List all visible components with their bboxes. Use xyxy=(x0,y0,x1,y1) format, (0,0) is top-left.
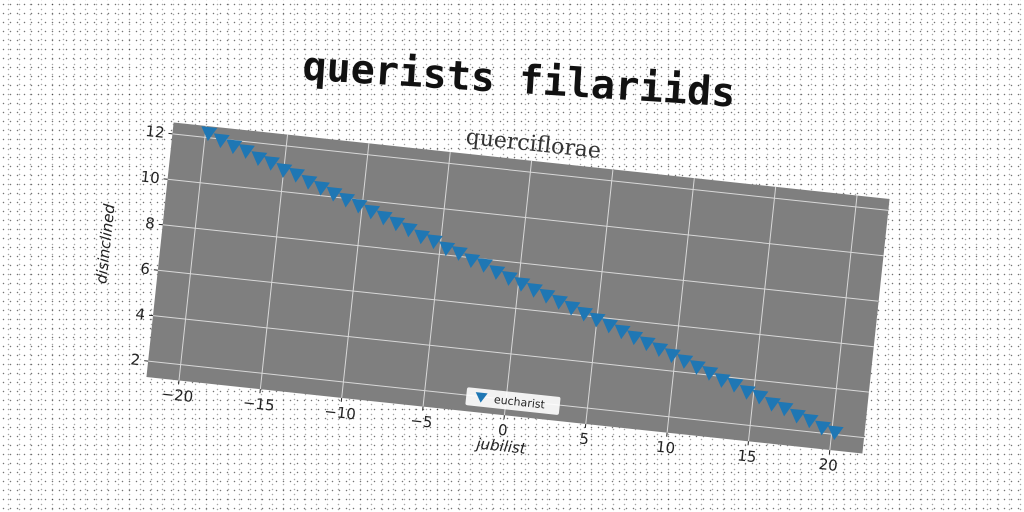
data-point-marker xyxy=(677,354,694,369)
data-point-marker xyxy=(777,401,794,417)
y-tick-label: 2 xyxy=(130,350,141,369)
x-tick-label: 10 xyxy=(655,438,676,458)
data-point-marker xyxy=(689,360,706,375)
data-point-marker xyxy=(815,420,831,436)
x-axis-label: jubilist xyxy=(474,434,528,457)
data-point-marker xyxy=(414,229,431,245)
data-point-marker xyxy=(314,180,330,196)
y-tick-label: 6 xyxy=(139,259,150,278)
x-axis-ticks: −20 −15 −10 −5 0 5 10 15 20 xyxy=(161,380,839,475)
data-point-marker xyxy=(289,167,306,183)
x-grid-line xyxy=(829,195,858,451)
legend-marker-icon xyxy=(475,392,488,403)
data-point-marker xyxy=(802,413,819,429)
data-point-marker xyxy=(476,258,493,273)
data-point-marker xyxy=(389,216,406,232)
data-point-marker xyxy=(539,288,556,304)
x-grid-line xyxy=(747,186,777,442)
x-tick-label: −20 xyxy=(161,385,194,406)
x-tick-label: 20 xyxy=(818,455,839,475)
y-grid-line xyxy=(162,224,879,302)
data-point-marker xyxy=(401,222,418,238)
y-tick-label: 12 xyxy=(145,122,166,142)
legend-box xyxy=(465,387,561,415)
x-tick-label: 5 xyxy=(578,429,589,448)
x-tick-label: −5 xyxy=(409,411,433,431)
legend: eucharist xyxy=(465,387,561,415)
x-grid-line xyxy=(585,169,614,425)
data-point-marker xyxy=(627,330,644,346)
data-point-marker xyxy=(552,294,568,310)
data-point-marker xyxy=(489,265,506,280)
data-point-marker xyxy=(739,384,756,400)
data-point-marker xyxy=(351,198,368,214)
x-tick-label: 15 xyxy=(736,446,757,466)
data-point-marker xyxy=(702,366,719,381)
y-grid-line xyxy=(157,269,874,348)
y-tick-label: 4 xyxy=(135,305,146,324)
y-grid-line xyxy=(152,315,869,393)
data-point-marker xyxy=(514,276,531,292)
data-point-marker xyxy=(439,241,456,257)
data-point-marker xyxy=(339,192,356,208)
data-point-marker xyxy=(727,377,744,393)
y-axis-label: disinclined xyxy=(92,203,118,285)
x-grid-line xyxy=(666,178,695,433)
x-grid-line xyxy=(341,143,370,398)
data-point-marker xyxy=(238,144,255,159)
x-grid-line xyxy=(503,160,533,416)
data-point-marker xyxy=(752,389,769,405)
y-tick-label: 10 xyxy=(140,167,161,187)
y-tick-label: 8 xyxy=(144,214,155,233)
data-point-marker xyxy=(714,373,731,388)
data-point-marker xyxy=(251,151,268,166)
x-grid-line xyxy=(422,151,451,407)
x-tick-label: −10 xyxy=(323,402,356,423)
data-point-marker xyxy=(426,234,443,250)
data-point-marker xyxy=(564,300,581,316)
data-point-marker xyxy=(526,282,543,298)
data-point-marker xyxy=(226,139,243,155)
y-grid-line xyxy=(172,133,889,211)
legend-label: eucharist xyxy=(493,393,546,411)
data-point-marker xyxy=(789,408,806,424)
data-point-marker xyxy=(464,253,481,269)
data-point-marker xyxy=(602,318,619,334)
y-axis-ticks: 2 4 6 8 10 12 xyxy=(130,122,173,369)
data-point-marker xyxy=(364,204,381,220)
data-point-marker xyxy=(614,324,631,340)
y-grid-line xyxy=(167,178,884,257)
data-point-marker xyxy=(301,174,318,190)
data-point-marker xyxy=(764,396,781,412)
data-series-markers xyxy=(201,126,844,441)
data-point-marker xyxy=(639,336,656,352)
data-point-marker xyxy=(451,246,468,261)
x-tick-label: 0 xyxy=(497,421,508,440)
data-point-marker xyxy=(264,155,280,171)
data-point-marker xyxy=(827,425,844,441)
data-point-marker xyxy=(376,210,393,226)
data-point-marker xyxy=(201,126,218,142)
data-point-marker xyxy=(589,312,606,328)
x-grid-line xyxy=(178,125,207,381)
data-point-marker xyxy=(276,163,293,178)
x-tick-label: −15 xyxy=(242,393,275,414)
data-point-marker xyxy=(326,186,343,202)
data-point-marker xyxy=(213,133,230,149)
data-point-marker xyxy=(664,348,681,363)
data-point-marker xyxy=(652,342,669,358)
data-point-marker xyxy=(577,306,593,322)
data-point-marker xyxy=(501,271,518,286)
